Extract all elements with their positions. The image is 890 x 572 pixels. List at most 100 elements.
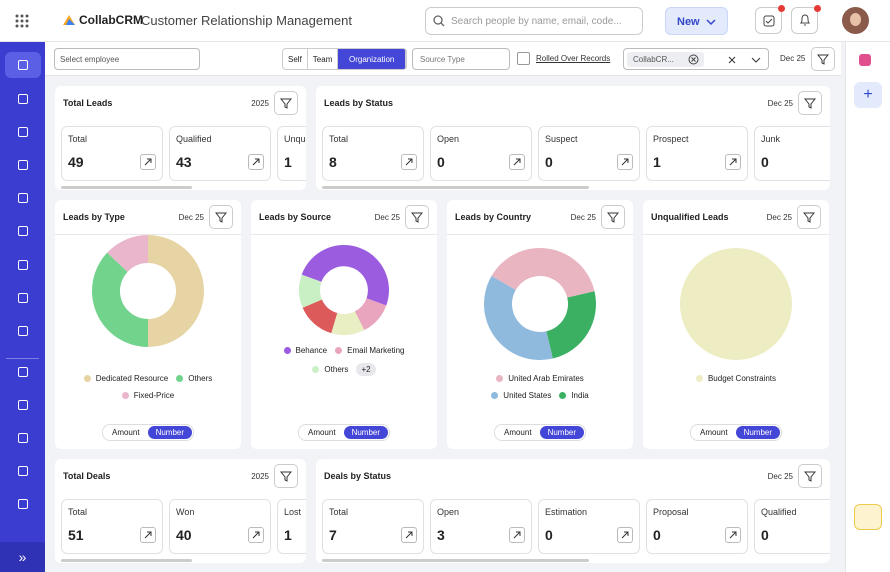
sidebar: » bbox=[0, 42, 45, 572]
open-button[interactable] bbox=[617, 527, 633, 543]
company-select[interactable]: CollabCR... bbox=[623, 48, 769, 70]
stat-tile[interactable]: Qualified 43 bbox=[169, 126, 271, 181]
nav-item[interactable] bbox=[5, 359, 41, 385]
filter-button[interactable] bbox=[405, 205, 429, 229]
stat-tile[interactable]: Won 40 bbox=[169, 499, 271, 554]
tile-value: 1 bbox=[284, 154, 292, 170]
nav-item[interactable] bbox=[5, 218, 41, 244]
nav-item[interactable] bbox=[5, 318, 41, 344]
avatar-face bbox=[850, 13, 861, 26]
stat-tile[interactable]: Suspect 0 bbox=[538, 126, 640, 181]
nav-item[interactable] bbox=[5, 425, 41, 451]
open-button[interactable] bbox=[725, 527, 741, 543]
stat-tile[interactable]: Open 0 bbox=[430, 126, 532, 181]
filter-button[interactable] bbox=[797, 205, 821, 229]
legend-item[interactable]: Behance bbox=[283, 346, 327, 355]
legend-item[interactable]: United Arab Emirates bbox=[496, 374, 584, 383]
toggle-option[interactable]: Amount bbox=[503, 428, 532, 437]
rolled-over-label[interactable]: Rolled Over Records bbox=[536, 54, 611, 63]
nav-item[interactable] bbox=[5, 458, 41, 484]
panel-icon[interactable] bbox=[859, 54, 871, 66]
open-button[interactable] bbox=[509, 527, 525, 543]
toggle-option[interactable]: Number bbox=[147, 426, 193, 439]
stat-tile[interactable]: Total 7 bbox=[322, 499, 424, 554]
toggle-option[interactable]: Amount bbox=[111, 428, 140, 437]
open-button[interactable] bbox=[401, 527, 417, 543]
filter-button[interactable] bbox=[798, 91, 822, 115]
scope-option[interactable]: Self bbox=[283, 49, 308, 69]
nav-item[interactable] bbox=[5, 119, 41, 145]
search-box[interactable]: Search people by name, email, code... bbox=[425, 7, 643, 35]
nav-item[interactable] bbox=[5, 86, 41, 112]
stat-tile[interactable]: Junk 0 bbox=[754, 126, 830, 181]
add-button[interactable]: + bbox=[854, 82, 882, 108]
stat-tile[interactable]: Unqualified 1 bbox=[277, 126, 306, 181]
scope-option[interactable]: Team bbox=[308, 49, 339, 69]
legend-item[interactable]: Budget Constraints bbox=[695, 374, 776, 383]
nav-item[interactable] bbox=[5, 252, 41, 278]
toggle-option[interactable]: Number bbox=[539, 426, 585, 439]
stat-card: Leads by Status Dec 25 Total 8 Open 0 Suspect 0… bbox=[316, 86, 830, 190]
help-button[interactable] bbox=[854, 504, 882, 530]
filter-button[interactable] bbox=[274, 464, 298, 488]
apps-icon[interactable] bbox=[15, 14, 29, 28]
legend-item[interactable]: United States bbox=[491, 391, 551, 400]
open-button[interactable] bbox=[248, 154, 264, 170]
filter-button[interactable] bbox=[811, 47, 835, 71]
stat-tile[interactable]: Total 51 bbox=[61, 499, 163, 554]
clear-icon[interactable] bbox=[728, 56, 736, 64]
notifications-button[interactable] bbox=[791, 7, 818, 34]
funnel bbox=[804, 98, 816, 109]
employee-select[interactable]: Select employee bbox=[54, 48, 200, 70]
nav-item[interactable] bbox=[5, 491, 41, 517]
filter-button[interactable] bbox=[209, 205, 233, 229]
legend-item[interactable]: Dedicated Resource bbox=[83, 374, 168, 383]
nav-item[interactable] bbox=[5, 392, 41, 418]
nav-item[interactable] bbox=[5, 185, 41, 211]
avatar[interactable] bbox=[842, 7, 869, 34]
open-button[interactable] bbox=[140, 527, 156, 543]
open-button[interactable] bbox=[617, 154, 633, 170]
open-button[interactable] bbox=[140, 154, 156, 170]
legend-item[interactable]: Others bbox=[176, 374, 212, 383]
stat-tile[interactable]: Estimation 0 bbox=[538, 499, 640, 554]
stat-tile[interactable]: Total 49 bbox=[61, 126, 163, 181]
toggle-option[interactable]: Number bbox=[343, 426, 389, 439]
nav-item[interactable] bbox=[5, 285, 41, 311]
legend-item[interactable]: Email Marketing bbox=[335, 346, 404, 355]
stat-tile[interactable]: Prospect 1 bbox=[646, 126, 748, 181]
filter-button[interactable] bbox=[798, 464, 822, 488]
tile-label: Total bbox=[329, 507, 349, 517]
toggle-option[interactable]: Amount bbox=[699, 428, 728, 437]
tile-value: 40 bbox=[176, 527, 192, 543]
expand-button[interactable]: » bbox=[0, 542, 45, 572]
arrow-icon bbox=[621, 531, 629, 539]
open-button[interactable] bbox=[725, 154, 741, 170]
toggle-option[interactable]: Amount bbox=[307, 428, 336, 437]
stat-tile[interactable]: Lost 1 bbox=[277, 499, 306, 554]
scope-option[interactable]: Organization bbox=[338, 49, 406, 69]
stat-tile[interactable]: Proposal 0 bbox=[646, 499, 748, 554]
tile-value: 49 bbox=[68, 154, 84, 170]
filter-button[interactable] bbox=[274, 91, 298, 115]
nav-item[interactable] bbox=[5, 152, 41, 178]
open-button[interactable] bbox=[509, 154, 525, 170]
open-button[interactable] bbox=[401, 154, 417, 170]
filter-button[interactable] bbox=[601, 205, 625, 229]
nav-item[interactable] bbox=[5, 52, 41, 78]
toggle-option[interactable]: Number bbox=[735, 426, 781, 439]
legend-item[interactable]: Others bbox=[312, 365, 348, 374]
new-button[interactable]: New bbox=[665, 7, 728, 35]
legend-item[interactable]: India bbox=[559, 391, 589, 400]
stat-tile[interactable]: Total 8 bbox=[322, 126, 424, 181]
checkbox[interactable] bbox=[517, 52, 530, 65]
tasks-button[interactable] bbox=[755, 7, 782, 34]
more-chip[interactable]: +2 bbox=[356, 363, 376, 376]
stat-tile[interactable]: Qualified 0 bbox=[754, 499, 830, 554]
source-type-select[interactable]: Source Type bbox=[412, 48, 510, 70]
open-button[interactable] bbox=[248, 527, 264, 543]
chip-remove[interactable] bbox=[688, 54, 699, 65]
stat-tile[interactable]: Open 3 bbox=[430, 499, 532, 554]
legend-item[interactable]: Fixed-Price bbox=[121, 391, 174, 400]
nav-icon bbox=[18, 326, 28, 336]
